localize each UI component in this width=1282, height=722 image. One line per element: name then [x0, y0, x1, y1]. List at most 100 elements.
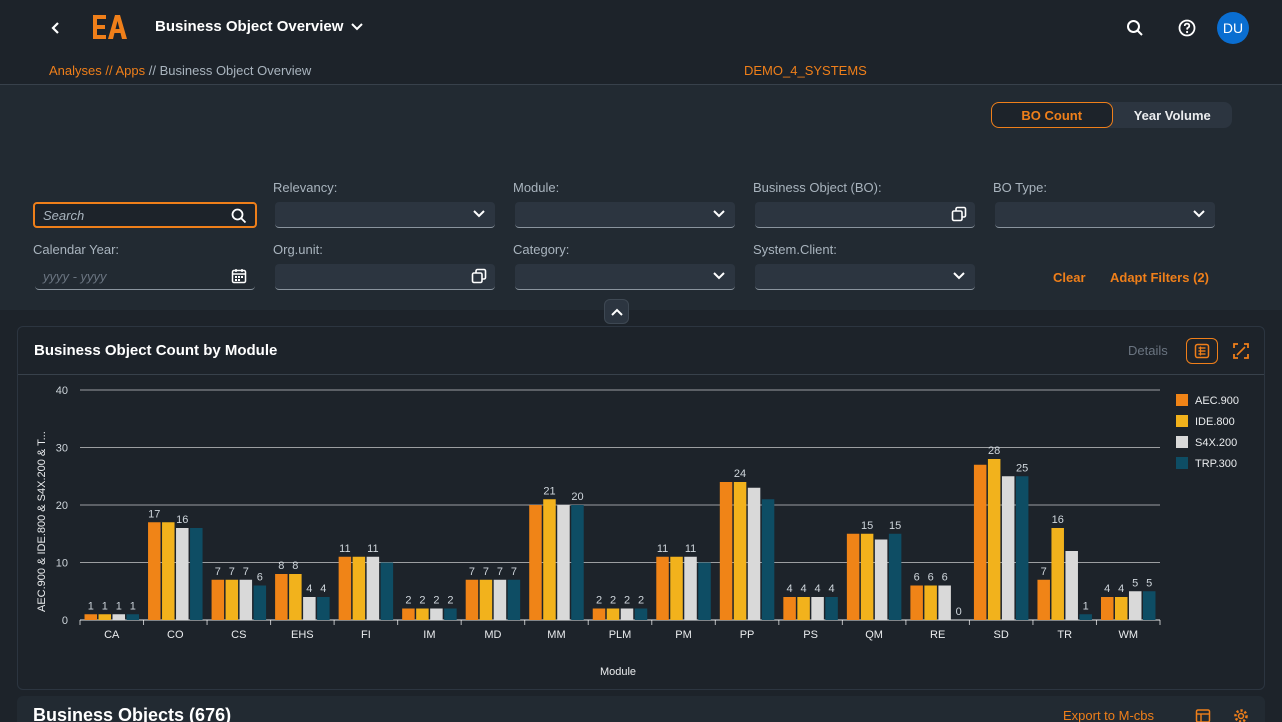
- details-button[interactable]: Details: [1128, 343, 1168, 358]
- bar-trp-300: [380, 562, 394, 620]
- x-tick-label: TR: [1057, 629, 1072, 641]
- business-objects-card: Business Objects (676) Export to M-cbs: [17, 696, 1265, 722]
- breadcrumb-separator: //: [101, 63, 116, 78]
- x-tick-label: CS: [231, 629, 246, 641]
- data-label: 1: [1083, 600, 1089, 612]
- back-button[interactable]: [44, 16, 68, 40]
- business-object-input[interactable]: [755, 202, 975, 228]
- y-tick-label: 30: [56, 443, 68, 455]
- year-volume-button[interactable]: Year Volume: [1133, 107, 1211, 123]
- shell-bar: Business Object Overview DU: [0, 0, 1282, 56]
- spreadsheet-icon: [1195, 709, 1211, 722]
- data-label: 8: [278, 560, 284, 572]
- org-unit-input[interactable]: [275, 264, 495, 290]
- bar-ide-800: [543, 499, 556, 620]
- x-tick-label: FI: [361, 629, 371, 641]
- data-label: 20: [571, 491, 583, 503]
- search-button[interactable]: [1123, 16, 1147, 40]
- data-label: 7: [511, 566, 517, 578]
- bar-ide-800: [606, 608, 620, 620]
- bar-trp-300: [888, 533, 902, 620]
- bar-s4x-200: [176, 528, 189, 620]
- bar-s4x-200: [811, 597, 824, 620]
- app-title: Business Object Overview: [155, 18, 344, 35]
- bar-aec-900: [402, 608, 415, 620]
- data-label: 7: [243, 566, 249, 578]
- data-label: 6: [928, 572, 934, 584]
- search-icon[interactable]: [231, 208, 247, 224]
- bar-ide-800: [860, 533, 874, 620]
- bar-s4x-200: [620, 608, 634, 620]
- bar-s4x-200: [1001, 476, 1015, 620]
- category-label: Category:: [513, 242, 570, 257]
- data-label: 4: [1118, 583, 1124, 595]
- breadcrumb-analyses[interactable]: Analyses: [49, 63, 102, 78]
- system-client-label: System.Client:: [753, 242, 837, 257]
- bar-s4x-200: [557, 505, 570, 620]
- value-help-icon[interactable]: [951, 206, 967, 222]
- settings-button[interactable]: [1231, 706, 1251, 722]
- data-label: 7: [483, 566, 489, 578]
- bar-aec-900: [910, 585, 923, 620]
- data-label: 2: [405, 595, 411, 607]
- bar-trp-300: [507, 579, 521, 620]
- calendar-icon[interactable]: [231, 268, 247, 284]
- clear-button[interactable]: Clear: [1053, 270, 1086, 285]
- x-tick-label: PLM: [609, 629, 632, 641]
- search-input[interactable]: Search: [33, 202, 257, 228]
- business-object-label: Business Object (BO):: [753, 180, 882, 195]
- app-title-menu[interactable]: Business Object Overview: [155, 18, 364, 35]
- data-label: 4: [815, 583, 821, 595]
- calendar-year-input[interactable]: yyyy - yyyy: [35, 264, 255, 290]
- x-tick-label: SD: [994, 629, 1009, 641]
- relevancy-select[interactable]: [275, 202, 495, 228]
- table-view-button[interactable]: [1186, 338, 1218, 364]
- bar-aec-900: [592, 608, 606, 620]
- bar-aec-900: [211, 579, 225, 620]
- legend-label: S4X.200: [1195, 437, 1237, 449]
- bar-s4x-200: [493, 579, 507, 620]
- data-label: 16: [1052, 514, 1064, 526]
- data-label: 24: [734, 468, 746, 480]
- x-tick-label: RE: [930, 629, 945, 641]
- system-client-select[interactable]: [755, 264, 975, 290]
- bo-type-select[interactable]: [995, 202, 1215, 228]
- value-help-icon[interactable]: [471, 268, 487, 284]
- app-logo[interactable]: [91, 12, 127, 42]
- x-tick-label: CA: [104, 629, 120, 641]
- data-label: 5: [1146, 577, 1152, 589]
- avatar[interactable]: DU: [1217, 12, 1249, 44]
- bar-s4x-200: [366, 556, 380, 620]
- org-unit-label: Org.unit:: [273, 242, 323, 257]
- y-tick-label: 10: [56, 558, 68, 570]
- bar-aec-900: [338, 556, 352, 620]
- bar-ide-800: [225, 579, 239, 620]
- search-icon: [1127, 20, 1143, 36]
- bar-aec-900: [719, 482, 733, 620]
- bar-ide-800: [924, 585, 937, 620]
- adapt-filters-button[interactable]: Adapt Filters (2): [1110, 270, 1209, 285]
- legend-label: IDE.800: [1195, 416, 1235, 428]
- bo-count-button[interactable]: BO Count: [991, 102, 1113, 128]
- export-button[interactable]: Export to M-cbs: [1063, 708, 1155, 722]
- data-label: 8: [292, 560, 298, 572]
- breadcrumb-apps[interactable]: Apps: [115, 63, 146, 78]
- data-label: 21: [543, 485, 555, 497]
- x-axis-title: Module: [600, 666, 636, 678]
- bar-s4x-200: [874, 539, 888, 620]
- bar-s4x-200: [1065, 551, 1078, 620]
- help-button[interactable]: [1175, 16, 1199, 40]
- relevancy-label: Relevancy:: [273, 180, 338, 195]
- x-tick-label: MM: [547, 629, 565, 641]
- data-label: 2: [433, 595, 439, 607]
- data-label: 7: [497, 566, 503, 578]
- bar-trp-300: [571, 505, 584, 620]
- fullscreen-button[interactable]: [1230, 340, 1252, 362]
- data-label: 2: [596, 595, 602, 607]
- module-select[interactable]: [515, 202, 735, 228]
- category-select[interactable]: [515, 264, 735, 290]
- export-options-button[interactable]: [1193, 706, 1213, 722]
- bar-aec-900: [275, 574, 288, 620]
- legend-swatch: [1176, 394, 1188, 406]
- collapse-filters-button[interactable]: [604, 299, 629, 324]
